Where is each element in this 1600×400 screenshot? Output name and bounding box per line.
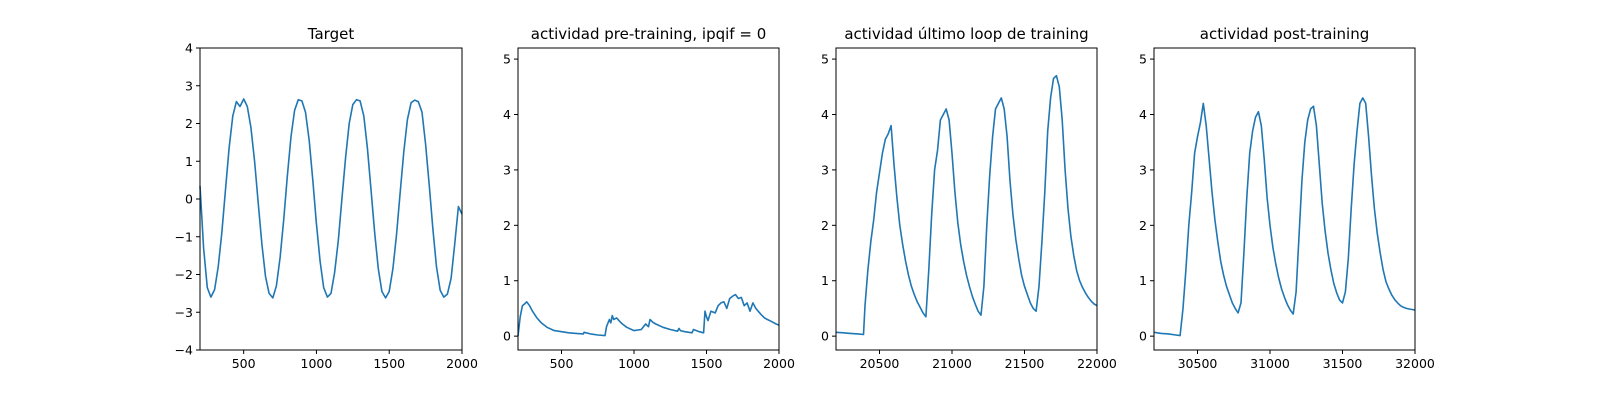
- y-tick-label: 3: [503, 162, 511, 177]
- x-tick-label: 2000: [446, 356, 478, 371]
- y-tick-label: 3: [1139, 162, 1147, 177]
- x-tick-label: 32000: [1395, 356, 1435, 371]
- chart-title: Target: [307, 25, 355, 43]
- chart-title: actividad último loop de training: [844, 25, 1088, 43]
- y-tick-label: 0: [185, 192, 193, 207]
- subplot-target: Target 500 1000 1500 2000 −4 −3 −2 −1 0 1 2 3 4: [175, 25, 478, 371]
- x-tick-label: 30500: [1178, 356, 1218, 371]
- y-tick-label: 1: [1139, 273, 1147, 288]
- y-tick-label: 2: [1139, 218, 1147, 233]
- y-tick-label: −1: [175, 229, 193, 244]
- x-tick-label: 500: [232, 356, 256, 371]
- series-line: [835, 74, 1098, 336]
- y-tick-label: 0: [503, 329, 511, 344]
- x-tick-label: 20500: [860, 356, 900, 371]
- series-line: [199, 98, 463, 299]
- x-tick-label: 2000: [763, 356, 795, 371]
- chart-title: actividad post-training: [1200, 25, 1369, 43]
- x-tick-label: 1000: [301, 356, 333, 371]
- y-tick-label: −3: [175, 305, 193, 320]
- x-tick-label: 500: [550, 356, 574, 371]
- x-tick-label: 22000: [1077, 356, 1117, 371]
- subplot-last-training-loop: actividad último loop de training 20500 2…: [821, 25, 1117, 371]
- y-tick-label: 4: [821, 107, 829, 122]
- y-tick-label: 2: [185, 116, 193, 131]
- y-tick-label: 5: [1139, 52, 1147, 67]
- subplot-post-training: actividad post-training 30500 31000 31500 3…: [1139, 25, 1435, 371]
- axes-frame: [1153, 47, 1416, 351]
- x-tick-label: 31000: [1250, 356, 1290, 371]
- y-tick-label: 4: [185, 41, 193, 56]
- y-tick-label: 1: [185, 154, 193, 169]
- y-tick-label: 3: [185, 78, 193, 93]
- y-tick-label: 5: [821, 52, 829, 67]
- axes-frame: [517, 47, 780, 351]
- y-tick-label: 1: [821, 273, 829, 288]
- x-tick-label: 21500: [1005, 356, 1045, 371]
- x-tick-label: 31500: [1323, 356, 1363, 371]
- x-tick-label: 1500: [373, 356, 405, 371]
- y-tick-label: 3: [821, 162, 829, 177]
- y-tick-label: 0: [821, 329, 829, 344]
- y-tick-label: 5: [503, 52, 511, 67]
- y-tick-label: 4: [1139, 107, 1147, 122]
- series-line: [1153, 97, 1416, 337]
- series-line: [517, 293, 780, 337]
- chart-title: actividad pre-training, ipqif = 0: [531, 25, 767, 43]
- x-tick-label: 1500: [691, 356, 723, 371]
- y-tick-label: −2: [175, 267, 193, 282]
- y-tick-label: 0: [1139, 329, 1147, 344]
- y-tick-label: 2: [503, 218, 511, 233]
- y-tick-label: 4: [503, 107, 511, 122]
- subplot-pre-training: actividad pre-training, ipqif = 0 500 100…: [503, 25, 795, 371]
- y-tick-label: −4: [175, 343, 193, 358]
- x-tick-label: 21000: [932, 356, 972, 371]
- x-tick-label: 1000: [618, 356, 650, 371]
- y-tick-label: 1: [503, 273, 511, 288]
- axes-frame: [835, 47, 1098, 351]
- y-tick-label: 2: [821, 218, 829, 233]
